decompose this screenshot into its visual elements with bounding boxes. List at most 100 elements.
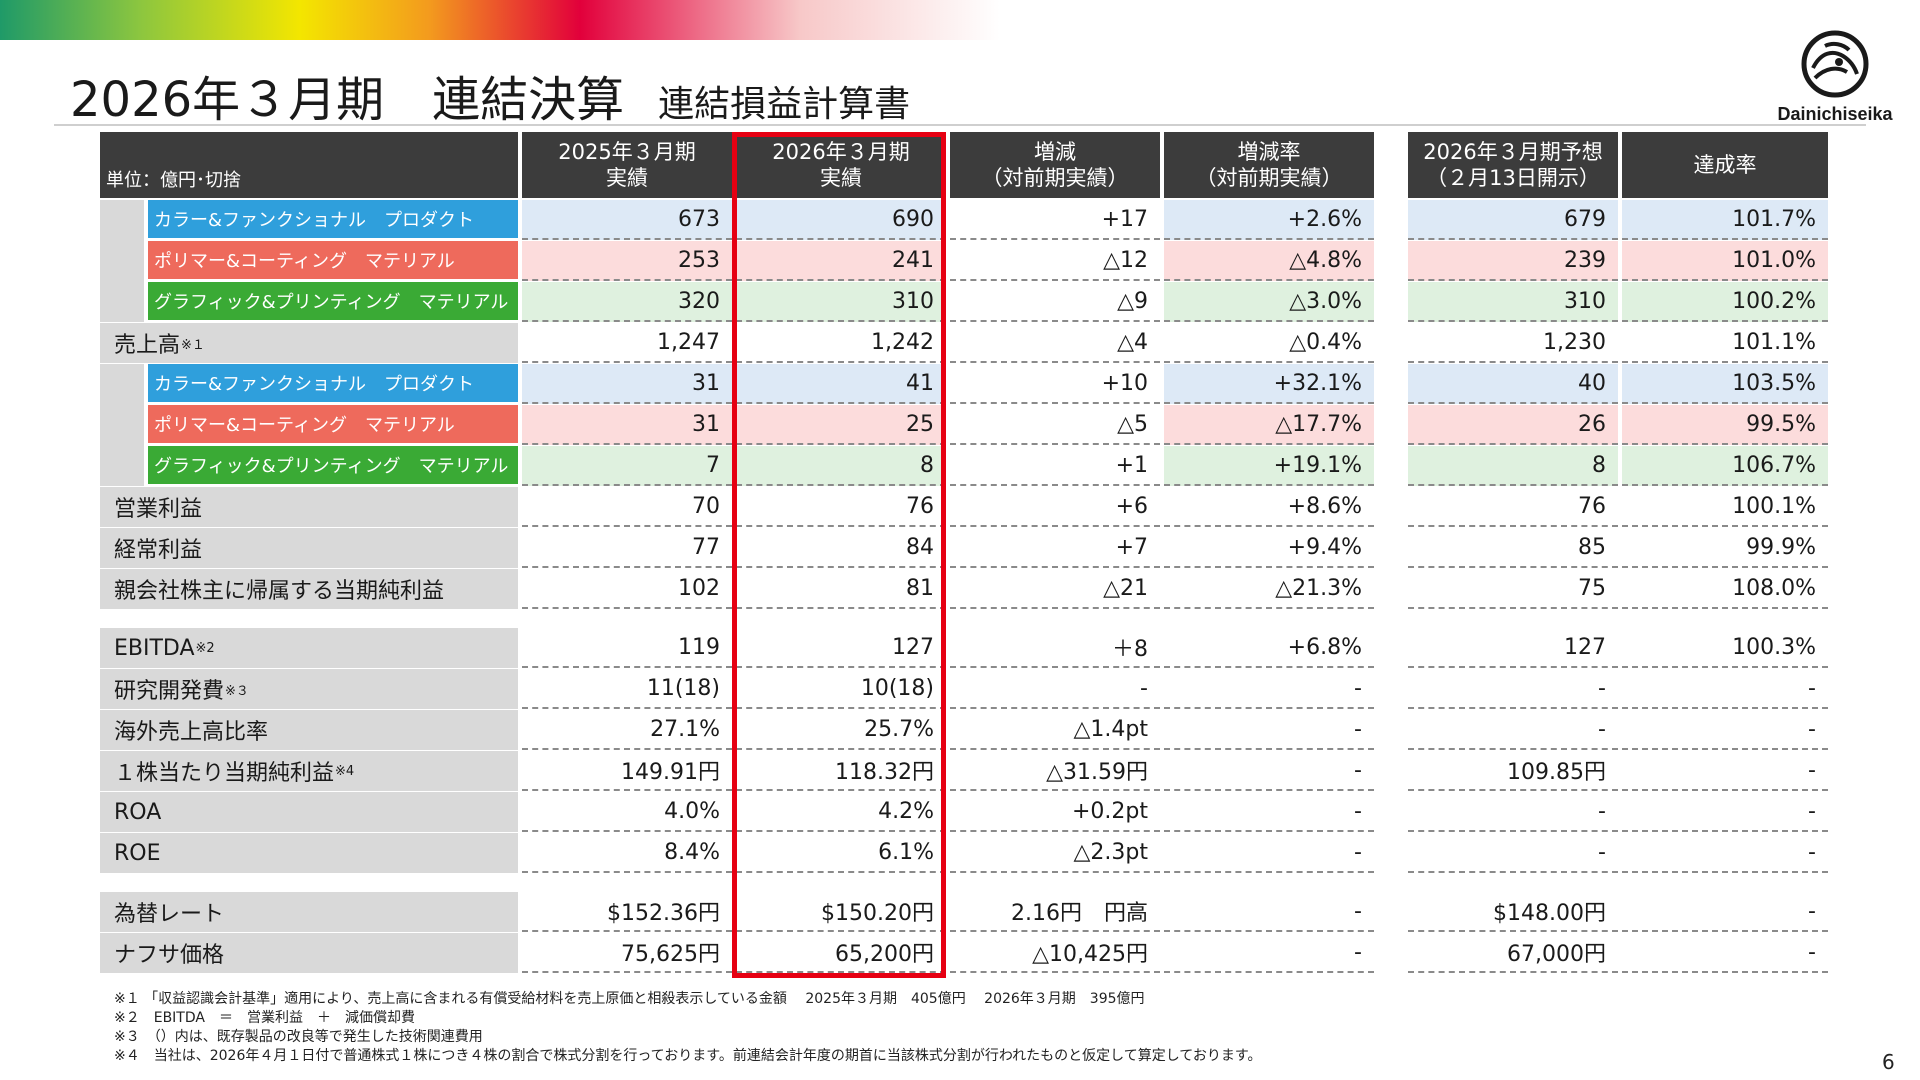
cell-fy2025: 149.91円 — [522, 751, 732, 791]
segment-label-blue: カラー&ファンクショナル プロダクト — [148, 200, 518, 238]
cell-change-rate: +8.6% — [1164, 487, 1374, 527]
segment-label-blue: カラー&ファンクショナル プロダクト — [148, 364, 518, 402]
cell-fy2025: 673 — [522, 200, 732, 240]
cell-change-rate: +2.6% — [1164, 200, 1374, 240]
cell-change: +1 — [950, 446, 1160, 486]
footnote-4: ※４ 当社は、2026年４月１日付で普通株式１株につき４株の割合で株式分割を行っ… — [114, 1048, 1262, 1064]
unit-header: 単位：億円･切捨 — [100, 132, 518, 198]
footnote-1: ※１ 「収益認識会計基準」適用により、売上高に含まれる有償受給材料を売上原価と相… — [114, 991, 1145, 1007]
header-fy2026: 2026年３月期 実績 — [736, 132, 946, 198]
cell-fy2025: 8.4% — [522, 833, 732, 873]
title-sub: 連結損益計算書 — [658, 84, 911, 125]
row-label: 営業利益 — [100, 487, 518, 527]
cell-fy2025: 253 — [522, 241, 732, 281]
header-change-rate-line1: 増減率 — [1237, 140, 1301, 164]
table-row: １株当たり当期純利益 ※4 149.91円 118.32円 △31.59円 -109.85… — [100, 751, 1830, 791]
cell-fy2026: 127 — [736, 628, 946, 668]
cell-achievement: - — [1622, 751, 1828, 791]
row-label: EBITDA ※2 — [100, 628, 518, 668]
cell-forecast: 1,230 — [1408, 323, 1618, 363]
header-change-line2: （対前期実績） — [981, 166, 1129, 190]
table-row: EBITDA ※2 119 127 ＋8 +6.8% 127 100.3% — [100, 628, 1830, 668]
cell-forecast: 127 — [1408, 628, 1618, 668]
row-label-text: 親会社株主に帰属する当期純利益 — [114, 579, 445, 604]
cell-change: △21 — [950, 569, 1160, 609]
cell-forecast: 679 — [1408, 200, 1618, 240]
cell-achievement: - — [1622, 792, 1828, 832]
cell-fy2025: 77 — [522, 528, 732, 568]
cell-change-rate: △0.4% — [1164, 323, 1374, 363]
cell-achievement: - — [1622, 892, 1828, 932]
cell-change-rate: +32.1% — [1164, 364, 1374, 404]
table-row: グラフィック&プリンティング マテリアル 320 310 △9 △3.0% 310 100.… — [100, 282, 1830, 322]
cell-change-rate: - — [1164, 892, 1374, 932]
cell-achievement: 100.2% — [1622, 282, 1828, 322]
cell-forecast: $148.00円 — [1408, 892, 1618, 932]
header-fy2026-line1: 2026年３月期 — [772, 140, 910, 164]
cell-forecast: 75 — [1408, 569, 1618, 609]
table-row: ROA 4.0% 4.2% +0.2pt - - - — [100, 792, 1830, 832]
cell-achievement: 108.0% — [1622, 569, 1828, 609]
cell-fy2026: 10(18) — [736, 669, 946, 709]
cell-fy2026: 84 — [736, 528, 946, 568]
header-change-line1: 増減 — [1034, 140, 1076, 164]
cell-fy2026: 65,200円 — [736, 933, 946, 973]
cell-change: △31.59円 — [950, 751, 1160, 791]
page-number: 6 — [1882, 1050, 1895, 1074]
table-row: 研究開発費 ※３ 11(18) 10(18) - - - - — [100, 669, 1830, 709]
segment-group-sales-bracket — [100, 200, 144, 322]
cell-change-rate: - — [1164, 669, 1374, 709]
row-label-text: 営業利益 — [114, 497, 203, 522]
table-row: ポリマー&コーティング マテリアル 253 241 △12 △4.8% 239 101.0% — [100, 241, 1830, 281]
header-fy2025-line1: 2025年３月期 — [558, 140, 696, 164]
cell-fy2025: 75,625円 — [522, 933, 732, 973]
cell-forecast: 109.85円 — [1408, 751, 1618, 791]
footnotes: ※１ 「収益認識会計基準」適用により、売上高に含まれる有償受給材料を売上原価と相… — [114, 990, 1261, 1066]
cell-change: △1.4pt — [950, 710, 1160, 750]
cell-change-rate: +6.8% — [1164, 628, 1374, 668]
segment-group-profit-bracket — [100, 364, 144, 486]
cell-change: - — [950, 669, 1160, 709]
table-row: グラフィック&プリンティング マテリアル 7 8 +1 +19.1% 8 106.7% — [100, 446, 1830, 486]
cell-achievement: 100.1% — [1622, 487, 1828, 527]
table-row: ポリマー&コーティング マテリアル 31 25 △5 △17.7% 26 99.5% — [100, 405, 1830, 445]
cell-fy2025: $152.36円 — [522, 892, 732, 932]
cell-change: +0.2pt — [950, 792, 1160, 832]
footnote-marker: ※2 — [195, 640, 215, 656]
row-label-text: １株当たり当期純利益 — [114, 761, 335, 786]
table-row: カラー&ファンクショナル プロダクト 673 690 +17 +2.6% 679 101.7… — [100, 200, 1830, 240]
row-label: ROE — [100, 833, 518, 873]
cell-change: △4 — [950, 323, 1160, 363]
row-label-text: EBITDA — [114, 635, 195, 661]
row-label: ナフサ価格 — [100, 933, 518, 973]
top-gradient-bar — [0, 0, 1000, 40]
row-label: 売上高 ※１ — [100, 323, 518, 363]
cell-change: +6 — [950, 487, 1160, 527]
cell-change: △5 — [950, 405, 1160, 445]
row-label-text: ROA — [114, 799, 162, 825]
cell-forecast: - — [1408, 710, 1618, 750]
header-change: 増減 （対前期実績） — [950, 132, 1160, 198]
row-label: 海外売上高比率 — [100, 710, 518, 750]
cell-change-rate: - — [1164, 792, 1374, 832]
row-label: １株当たり当期純利益 ※4 — [100, 751, 518, 791]
cell-change-rate: - — [1164, 933, 1374, 973]
cell-achievement: 101.7% — [1622, 200, 1828, 240]
table-row: 売上高 ※１ 1,247 1,242 △4 △0.4% 1,230 101.1% — [100, 323, 1830, 363]
cell-forecast: 40 — [1408, 364, 1618, 404]
footnote-marker: ※３ — [225, 683, 249, 699]
cell-achievement: 106.7% — [1622, 446, 1828, 486]
cell-fy2025: 31 — [522, 405, 732, 445]
footnote-marker: ※4 — [335, 763, 355, 779]
row-label: ROA — [100, 792, 518, 832]
cell-fy2026: 8 — [736, 446, 946, 486]
cell-fy2025: 27.1% — [522, 710, 732, 750]
row-label-text: 海外売上高比率 — [114, 720, 269, 745]
segment-label-green: グラフィック&プリンティング マテリアル — [148, 446, 518, 484]
row-label-text: 為替レート — [114, 902, 225, 927]
cell-change: +10 — [950, 364, 1160, 404]
title-main: 2026年３月期 連結決算 — [70, 72, 625, 128]
title-divider — [54, 124, 1866, 126]
cell-change: △10,425円 — [950, 933, 1160, 973]
cell-forecast: - — [1408, 669, 1618, 709]
